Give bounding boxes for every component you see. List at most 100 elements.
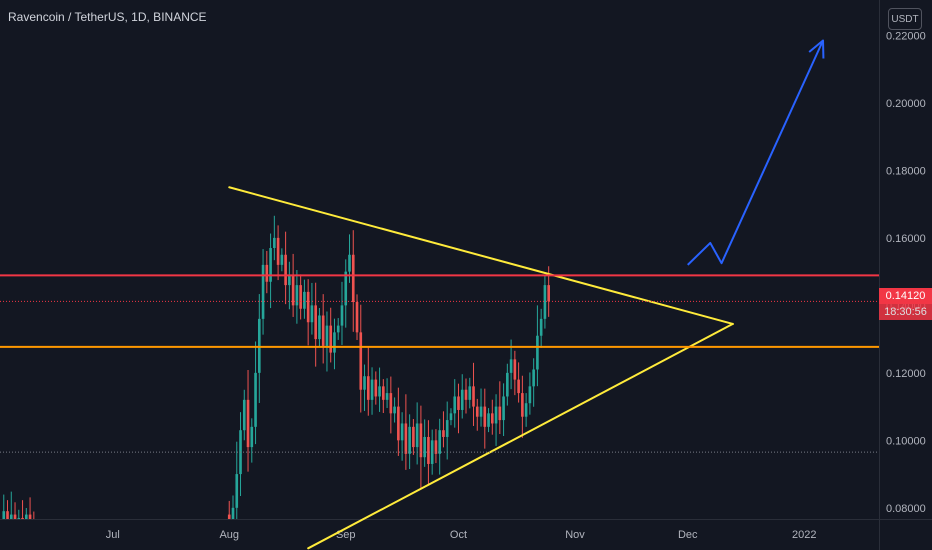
candle [536,305,539,387]
candle [389,376,393,434]
candle [355,294,359,340]
candle [284,231,287,305]
last-price-label: 0.14120 [879,288,932,304]
candle [415,402,419,465]
candle [479,388,483,427]
candle [468,377,472,409]
candle [382,379,385,414]
candle [506,363,509,406]
candle [257,294,261,403]
candle [359,304,363,413]
candle [423,419,426,467]
y-tick-label: 0.10000 [886,435,926,447]
bar-countdown-label: 18:30:56 [879,304,932,320]
candle [427,420,430,485]
candle [231,495,235,519]
candle [498,381,502,435]
x-tick-label: Jul [106,529,120,541]
candle [318,308,321,347]
y-tick-label: 0.08000 [886,503,926,515]
symbol-title: Ravencoin / TetherUS, 1D, BINANCE [8,10,207,24]
candle [235,441,239,519]
currency-button[interactable]: USDT [888,8,922,30]
candle [400,412,404,461]
candle [250,418,254,463]
y-tick-label: 0.12000 [886,368,926,380]
candle [385,378,389,409]
candle [442,411,445,448]
x-tick-label: Sep [336,529,356,541]
candle [314,282,317,367]
candle [517,362,520,403]
candle [242,389,246,441]
candle [524,393,528,427]
candle [276,225,280,281]
candle [408,414,411,470]
candle [227,500,231,519]
projection-arrow [687,40,824,266]
candle [445,401,449,460]
candle [528,372,532,415]
candle [521,375,524,438]
candle [404,394,408,470]
candle [502,383,505,437]
candle [487,408,490,433]
candle [310,282,314,335]
candle [321,294,325,364]
candle [336,318,340,340]
candle [513,350,517,396]
x-tick-label: Oct [450,529,467,541]
lower-triangle-line [307,322,734,550]
candle [374,371,378,405]
candle [28,497,32,519]
candle [6,500,9,519]
y-tick-label: 0.16000 [886,233,926,245]
candle [280,248,284,272]
candle [490,399,494,435]
candle [449,408,453,426]
candle [306,279,310,346]
y-tick-label: 0.20000 [886,98,926,110]
candle [325,311,329,372]
arrow-head [808,39,825,59]
candle [288,261,291,310]
candle [351,230,355,332]
candle [453,379,457,428]
candle [273,215,276,261]
candle [246,370,250,472]
candle [17,509,21,519]
candle [397,387,400,456]
candle [434,429,438,464]
candle [483,388,487,449]
candle [21,500,24,519]
candle [9,491,13,519]
x-tick-label: Nov [565,529,585,541]
candle [370,367,374,415]
candle [393,397,396,423]
candle [475,398,479,431]
candle [24,507,28,519]
candle [438,418,442,475]
candle [13,502,17,519]
candle [494,394,498,446]
candle [254,341,257,445]
candle [329,307,333,363]
x-tick-label: Dec [678,529,698,541]
candle [457,383,460,434]
candles-group [2,215,550,519]
candle [460,374,464,419]
candle [291,253,295,317]
candle [419,405,423,490]
candle [366,347,370,416]
candle [543,275,547,329]
candle [303,279,306,319]
candle [2,494,6,519]
candle [299,274,302,320]
candle [269,233,272,309]
candle [261,249,265,335]
candle [295,270,299,324]
candle [464,378,468,414]
x-tick-label: 2022 [792,529,816,541]
